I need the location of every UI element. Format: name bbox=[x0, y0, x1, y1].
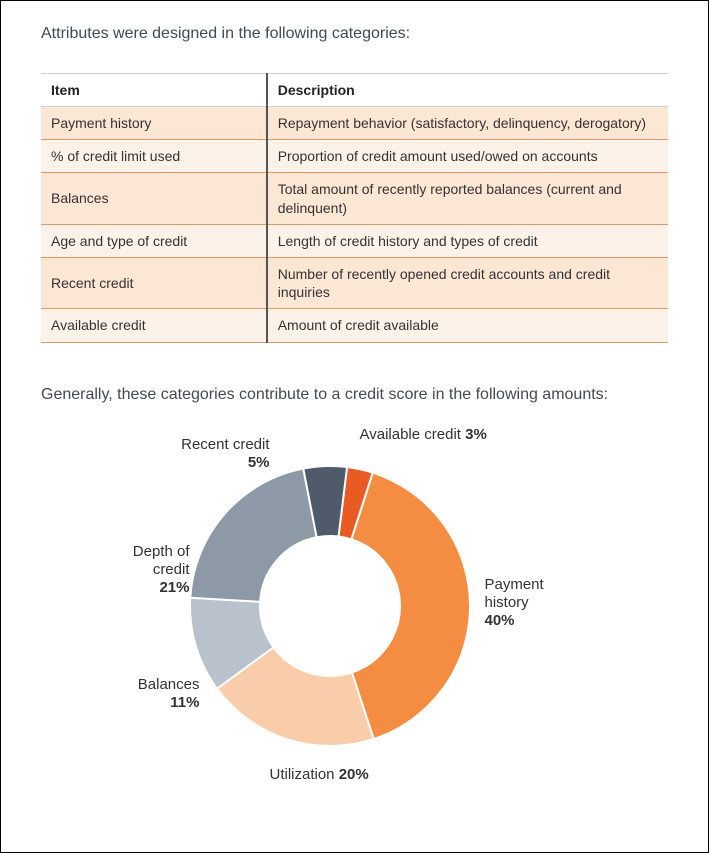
table-row: Payment historyRepayment behavior (satis… bbox=[41, 107, 668, 140]
slice-label: Recent credit 5% bbox=[160, 436, 270, 472]
th-desc: Description bbox=[267, 74, 668, 107]
slice-label: Depth ofcredit21% bbox=[80, 543, 190, 597]
cell-desc: Amount of credit available bbox=[267, 309, 668, 342]
sub-text: Generally, these categories contribute t… bbox=[41, 383, 668, 406]
intro-text: Attributes were designed in the followin… bbox=[41, 25, 668, 43]
cell-desc: Repayment behavior (satisfactory, delinq… bbox=[267, 107, 668, 140]
cell-item: Recent credit bbox=[41, 257, 267, 308]
donut-chart: Available credit 3% Paymenthistory40% Util… bbox=[45, 426, 665, 786]
donut-svg bbox=[185, 461, 475, 751]
table-row: % of credit limit usedProportion of cred… bbox=[41, 140, 668, 173]
donut-slice bbox=[190, 468, 316, 601]
slice-label: Available credit 3% bbox=[360, 426, 487, 444]
cell-desc: Proportion of credit amount used/owed on… bbox=[267, 140, 668, 173]
donut-slice bbox=[351, 472, 470, 738]
slice-label: Utilization 20% bbox=[270, 766, 369, 784]
cell-desc: Number of recently opened credit account… bbox=[267, 257, 668, 308]
slice-label: Balances11% bbox=[90, 676, 200, 712]
table-row: Recent creditNumber of recently opened c… bbox=[41, 257, 668, 308]
attributes-table: Item Description Payment historyRepaymen… bbox=[41, 73, 668, 343]
table-row: Age and type of creditLength of credit h… bbox=[41, 224, 668, 257]
cell-item: Balances bbox=[41, 173, 267, 224]
cell-item: Payment history bbox=[41, 107, 267, 140]
slice-label: Paymenthistory40% bbox=[485, 576, 544, 630]
cell-desc: Total amount of recently reported balanc… bbox=[267, 173, 668, 224]
cell-desc: Length of credit history and types of cr… bbox=[267, 224, 668, 257]
cell-item: Age and type of credit bbox=[41, 224, 267, 257]
cell-item: Available credit bbox=[41, 309, 267, 342]
table-row: Available creditAmount of credit availab… bbox=[41, 309, 668, 342]
th-item: Item bbox=[41, 74, 267, 107]
cell-item: % of credit limit used bbox=[41, 140, 267, 173]
table-row: BalancesTotal amount of recently reporte… bbox=[41, 173, 668, 224]
